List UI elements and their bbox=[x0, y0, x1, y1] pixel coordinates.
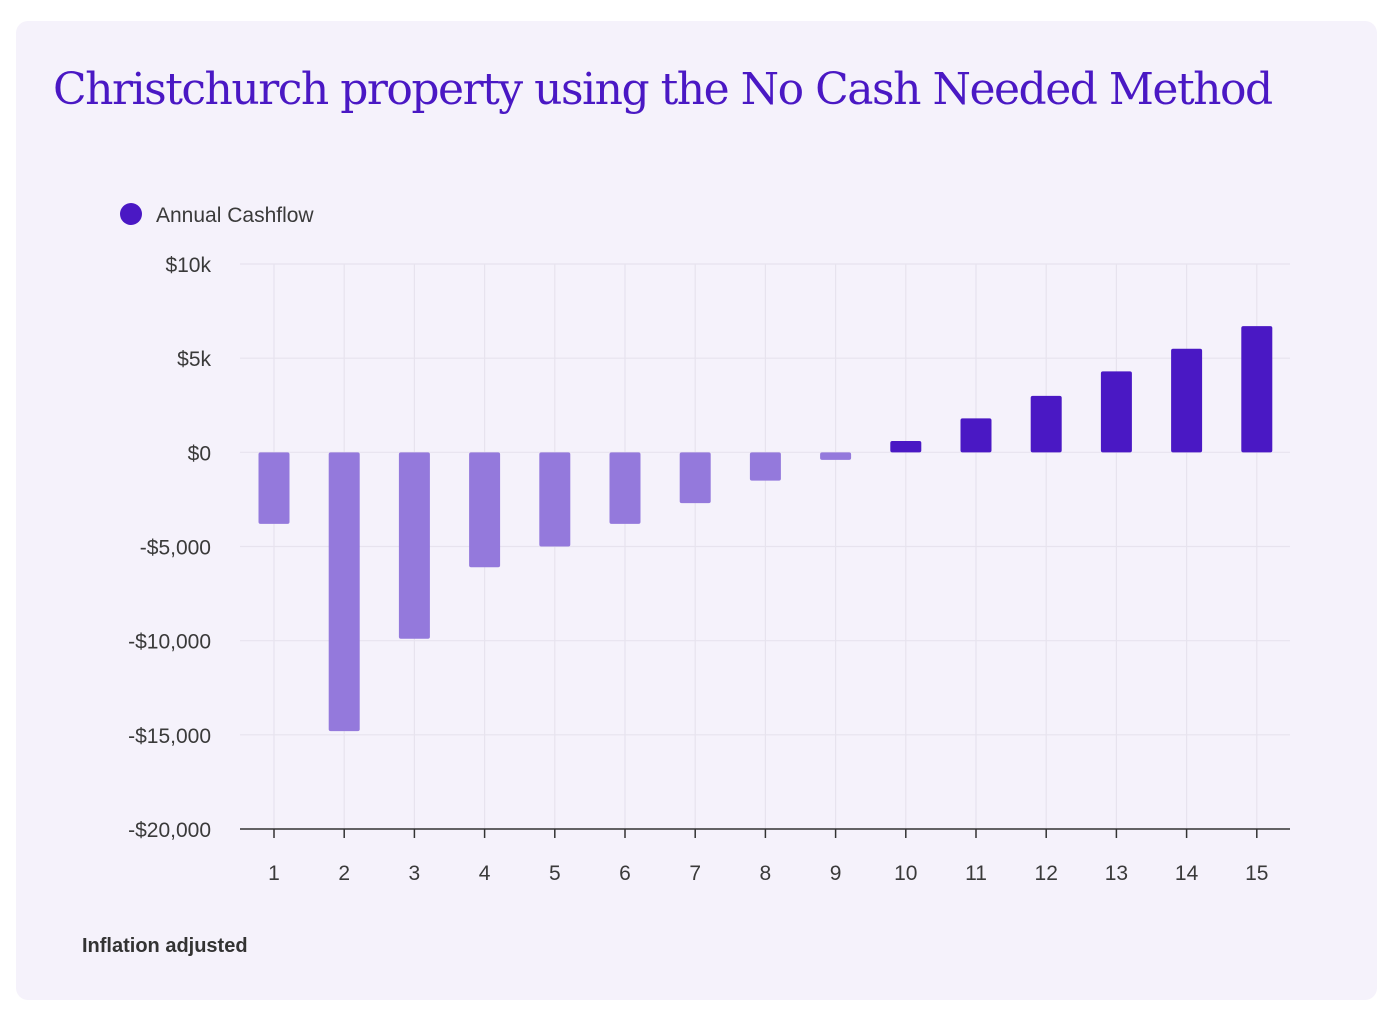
y-tick-label: -$20,000 bbox=[128, 819, 211, 842]
bars bbox=[258, 326, 1273, 732]
legend[interactable]: Annual Cashflow bbox=[120, 203, 314, 227]
y-tick-label: -$5,000 bbox=[140, 537, 211, 560]
legend-label-annual-cashflow: Annual Cashflow bbox=[156, 204, 314, 227]
grid-lines bbox=[240, 263, 1290, 829]
y-tick-label: -$10,000 bbox=[128, 631, 211, 654]
bar-year-15[interactable] bbox=[1241, 326, 1273, 453]
bar-year-13[interactable] bbox=[1100, 371, 1132, 453]
bar-year-8[interactable] bbox=[749, 452, 781, 481]
bar-year-14[interactable] bbox=[1171, 348, 1203, 453]
x-tick-label: 5 bbox=[549, 862, 561, 885]
bar-year-3[interactable] bbox=[398, 452, 430, 639]
x-tick-label: 14 bbox=[1175, 862, 1199, 885]
x-axis bbox=[240, 828, 1290, 838]
bar-year-4[interactable] bbox=[469, 452, 501, 568]
x-tick-label: 3 bbox=[409, 862, 421, 885]
footnote: Inflation adjusted bbox=[82, 935, 248, 957]
chart-card bbox=[16, 21, 1377, 1000]
x-tick-label: 7 bbox=[689, 862, 701, 885]
x-tick-label: 9 bbox=[830, 862, 842, 885]
x-tick-label: 15 bbox=[1245, 862, 1268, 885]
y-tick-label: -$15,000 bbox=[128, 725, 211, 748]
bar-year-9[interactable] bbox=[820, 452, 852, 460]
bar-year-6[interactable] bbox=[609, 452, 641, 524]
x-tick-label: 13 bbox=[1105, 862, 1128, 885]
x-tick-label: 4 bbox=[479, 862, 491, 885]
bar-year-10[interactable] bbox=[890, 441, 922, 453]
x-tick-label: 12 bbox=[1035, 862, 1058, 885]
bar-year-2[interactable] bbox=[328, 452, 360, 732]
bar-year-1[interactable] bbox=[258, 452, 290, 524]
x-axis-labels: 1 2 3 4 5 6 7 8 9 10 11 12 13 14 15 bbox=[268, 862, 1268, 885]
y-tick-label: $5k bbox=[177, 348, 211, 371]
bar-year-7[interactable] bbox=[679, 452, 711, 504]
legend-marker-annual-cashflow bbox=[120, 203, 142, 225]
bar-year-11[interactable] bbox=[960, 418, 992, 453]
y-tick-label: $0 bbox=[188, 442, 211, 465]
y-tick-label: $10k bbox=[165, 254, 211, 277]
x-tick-label: 8 bbox=[760, 862, 772, 885]
x-tick-label: 1 bbox=[268, 862, 280, 885]
bar-year-5[interactable] bbox=[539, 452, 571, 547]
bar-year-12[interactable] bbox=[1030, 395, 1062, 453]
y-axis-labels: $10k $5k $0 -$5,000 -$10,000 -$15,000 -$20,000 bbox=[128, 254, 211, 842]
x-tick-label: 11 bbox=[965, 862, 987, 885]
x-tick-label: 2 bbox=[338, 862, 350, 885]
x-tick-label: 10 bbox=[894, 862, 917, 885]
x-tick-label: 6 bbox=[619, 862, 631, 885]
chart-title: Christchurch property using the No Cash … bbox=[53, 64, 1273, 115]
